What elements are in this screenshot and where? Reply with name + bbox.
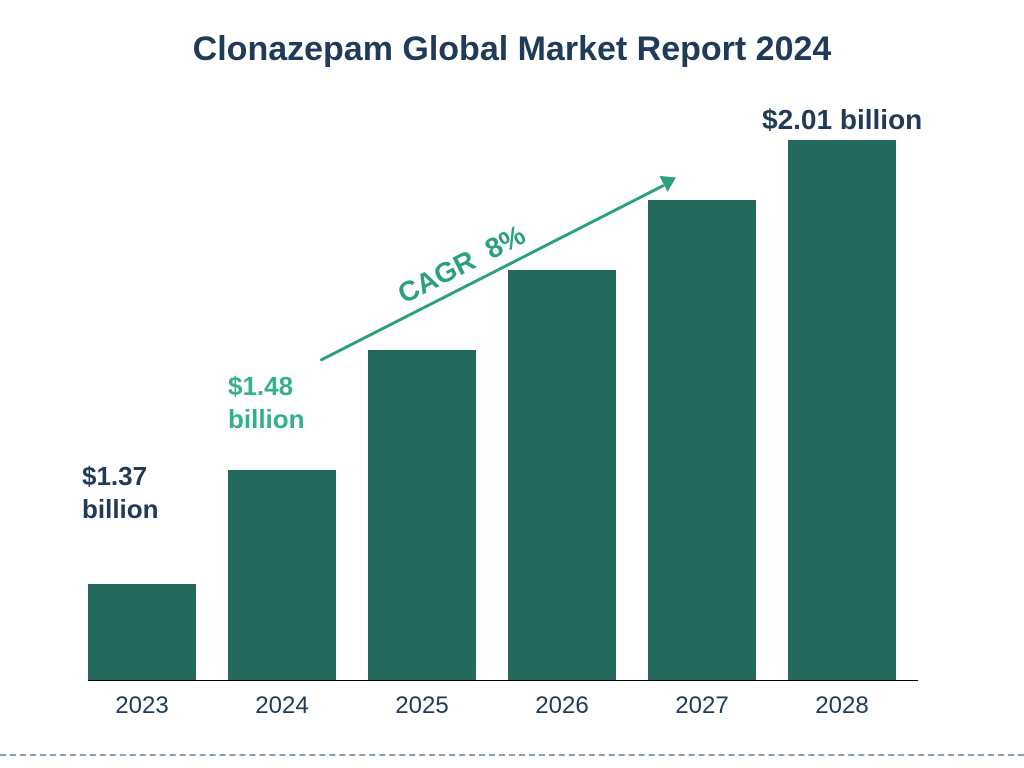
x-tick-label: 2023 bbox=[88, 692, 196, 720]
x-tick-label: 2027 bbox=[648, 692, 756, 720]
bar-2023 bbox=[88, 584, 196, 680]
value-label-2: $2.01 billion bbox=[762, 102, 922, 137]
plot-area bbox=[88, 120, 918, 680]
chart-title: Clonazepam Global Market Report 2024 bbox=[0, 30, 1024, 69]
x-tick-label: 2025 bbox=[368, 692, 476, 720]
bottom-dashed-divider bbox=[0, 754, 1024, 756]
x-tick-label: 2024 bbox=[228, 692, 336, 720]
chart-canvas: Clonazepam Global Market Report 2024 The… bbox=[0, 0, 1024, 768]
value-label-0: $1.37billion bbox=[82, 460, 159, 525]
x-tick-label: 2026 bbox=[508, 692, 616, 720]
bar-2028 bbox=[788, 140, 896, 680]
bar-2026 bbox=[508, 270, 616, 680]
bar-2027 bbox=[648, 200, 756, 680]
x-tick-label: 2028 bbox=[788, 692, 896, 720]
x-axis-baseline bbox=[88, 680, 918, 681]
bar-2024 bbox=[228, 470, 336, 680]
value-label-1: $1.48billion bbox=[228, 370, 305, 435]
bar-2025 bbox=[368, 350, 476, 680]
